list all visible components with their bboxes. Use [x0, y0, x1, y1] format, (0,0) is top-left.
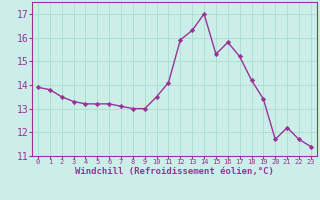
- X-axis label: Windchill (Refroidissement éolien,°C): Windchill (Refroidissement éolien,°C): [75, 167, 274, 176]
